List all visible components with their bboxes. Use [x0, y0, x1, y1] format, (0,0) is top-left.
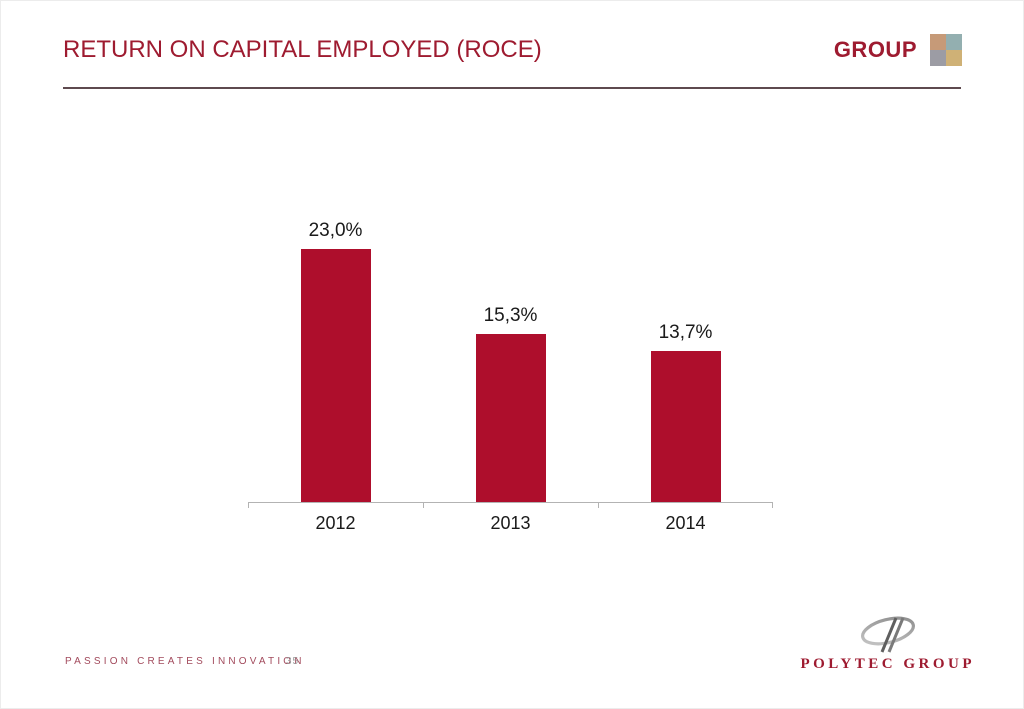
bar-2013	[475, 334, 546, 502]
axis-tick	[772, 502, 773, 508]
bar-value-label: 15,3%	[483, 305, 538, 326]
polytec-logo: POLYTEC GROUP	[800, 616, 975, 673]
footer-slogan: PASSION CREATES INNOVATION	[65, 656, 305, 667]
polytec-logo-text: POLYTEC GROUP	[800, 656, 975, 672]
group-logo: GROUP	[834, 34, 962, 66]
group-square	[946, 34, 962, 50]
group-square	[930, 50, 946, 66]
axis-tick	[423, 502, 424, 508]
group-logo-text: GROUP	[833, 37, 917, 62]
bar-value-label: 13,7%	[658, 322, 713, 343]
group-squares-icon	[930, 34, 962, 66]
bar-value-label: 23,0%	[308, 220, 363, 241]
title-divider	[63, 87, 961, 89]
x-tick-label: 2012	[315, 513, 356, 533]
bar-2012	[300, 249, 371, 502]
axis-tick	[598, 502, 599, 508]
x-tick-label: 2014	[665, 513, 706, 533]
axis-tick	[248, 502, 249, 508]
page-title: RETURN ON CAPITAL EMPLOYED (ROCE)	[63, 36, 542, 63]
polytec-ellipse-icon	[860, 616, 915, 653]
page-number: 35	[286, 656, 300, 667]
bar-2014	[650, 351, 721, 502]
x-tick-label: 2013	[490, 513, 531, 533]
group-square	[930, 34, 946, 50]
group-square	[946, 50, 962, 66]
roce-bar-chart: 23,0% 2012 15,3% 2013 13,7% 2014	[248, 220, 773, 533]
